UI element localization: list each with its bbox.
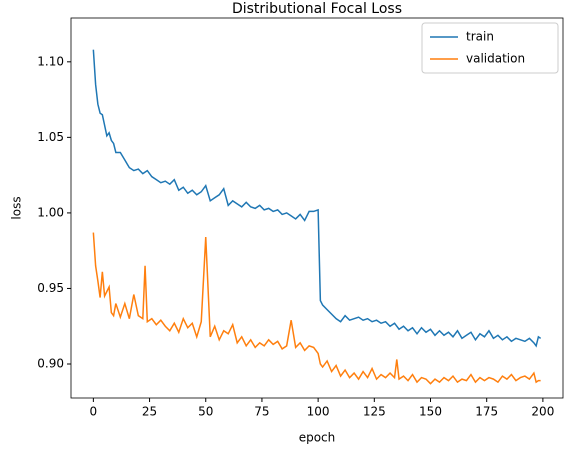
x-tick-label: 150 [419, 405, 442, 419]
x-tick-label: 75 [254, 405, 269, 419]
x-tick-label: 25 [142, 405, 157, 419]
plot-frame [70, 17, 564, 399]
x-axis-label: epoch [299, 431, 336, 445]
y-tick-label: 0.95 [37, 281, 64, 295]
x-tick-label: 50 [198, 405, 213, 419]
line-series [92, 49, 542, 348]
y-tick-label: 0.90 [37, 357, 64, 371]
x-tick-label: 175 [475, 405, 498, 419]
y-axis-label: loss [10, 196, 24, 219]
x-tick-label: 0 [90, 405, 98, 419]
x-tick-label: 200 [531, 405, 554, 419]
y-tick-label: 1.05 [37, 130, 64, 144]
y-tick-label: 1.00 [37, 205, 64, 219]
legend-label: validation [466, 52, 525, 66]
chart-title: Distributional Focal Loss [232, 1, 402, 17]
legend-label: train [466, 30, 494, 44]
legend-box [421, 22, 559, 74]
x-tick-label: 100 [307, 405, 330, 419]
y-tick-label: 1.10 [37, 54, 64, 68]
x-tick-label: 125 [363, 405, 386, 419]
line-series [92, 232, 541, 385]
